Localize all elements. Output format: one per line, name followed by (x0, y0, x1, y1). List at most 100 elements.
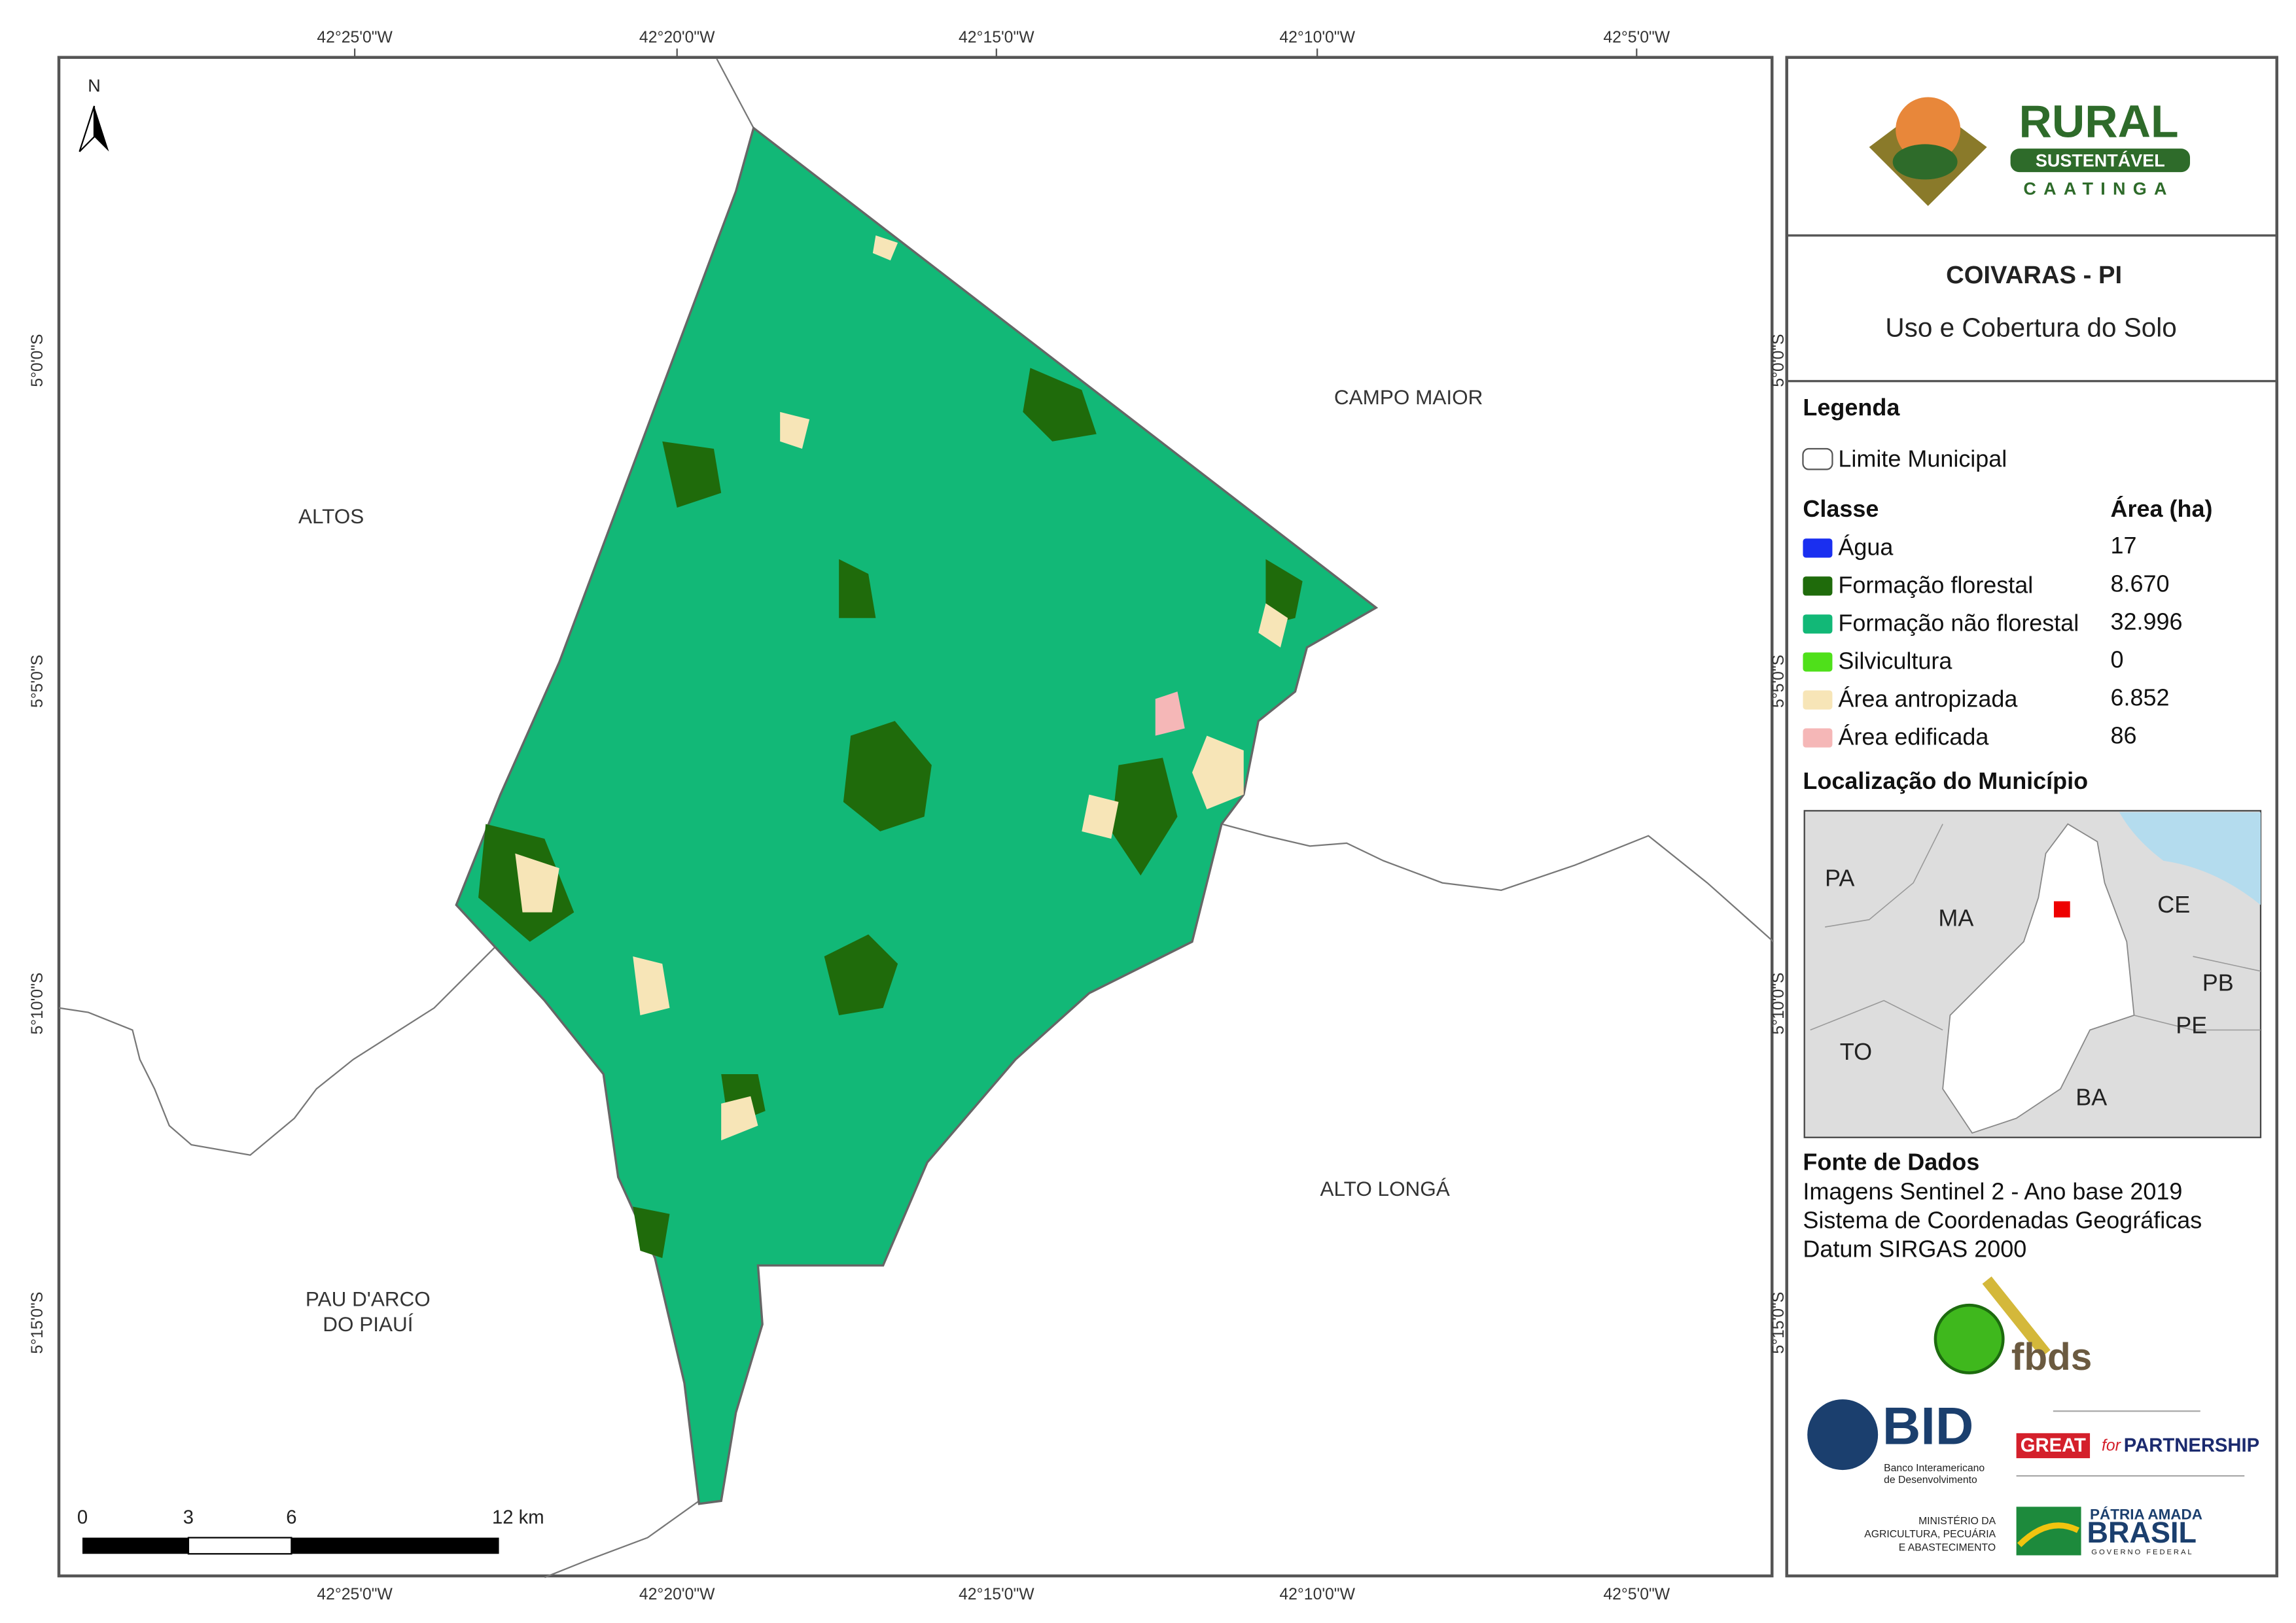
place-label: ALTOS (298, 504, 364, 528)
legend-swatch (1803, 614, 1833, 634)
lon-label: 42°20'0"W (639, 29, 715, 46)
lat-label: 5°15'0"S (1770, 1292, 1788, 1354)
area-header: Área (ha) (2111, 495, 2213, 522)
ministry-line: MINISTÉRIO DA (1918, 1514, 1996, 1527)
great-partnership: PARTNERSHIP (2124, 1435, 2259, 1456)
lat-label: 5°10'0"S (1770, 973, 1788, 1035)
lon-label: 42°5'0"W (1603, 29, 1670, 46)
inset-labels: PA MA CE PB PE TO BA (1825, 865, 2234, 1111)
legend-swatch (1803, 690, 1833, 710)
governo-text: GOVERNO FEDERAL (2091, 1548, 2193, 1556)
logo-sun (1896, 97, 1961, 162)
source-line: Datum SIRGAS 2000 (1803, 1235, 2026, 1262)
logo-ribbon: SUSTENTÁVEL (2036, 150, 2165, 171)
state-label: MA (1938, 904, 1973, 931)
location-heading: Localização do Município (1803, 767, 2088, 794)
north-arrow: N (79, 76, 109, 152)
anthropic-patches (515, 235, 1288, 1141)
legend-area: 86 (2111, 722, 2137, 748)
north-label: N (88, 76, 101, 96)
legend-area: 8.670 (2111, 570, 2170, 597)
neighbour-boundaries (58, 58, 1775, 1579)
inset-map: PA MA CE PB PE TO BA (1803, 810, 2262, 1138)
scale-seg (82, 1537, 188, 1554)
fbds-logo: fbds (1934, 1276, 2092, 1378)
scale-label: 6 (286, 1507, 296, 1528)
legend-swatch (1803, 652, 1833, 672)
lon-label: 42°15'0"W (959, 29, 1034, 46)
legend-class: Formação não florestal (1838, 610, 2079, 637)
bid-text: BID (1882, 1397, 1973, 1456)
logo-sub: CAATINGA (2023, 179, 2174, 198)
legend-swatch (1803, 538, 1833, 558)
logo-name: RURAL (2019, 96, 2179, 147)
patch (780, 411, 810, 449)
lon-label: 42°25'0"W (317, 29, 393, 46)
patria-text: PÁTRIA AMADA (2090, 1507, 2202, 1523)
state-label: PA (1825, 865, 1854, 892)
scale-label: 3 (183, 1507, 194, 1528)
brasil-flag (2016, 1507, 2081, 1556)
legend-heading: Legenda (1803, 394, 1900, 421)
scale-label: 0 (77, 1507, 88, 1528)
patch (633, 956, 670, 1016)
north-arrow-right (94, 105, 109, 152)
scale-label: 12 km (492, 1507, 544, 1528)
scale-bar (82, 1537, 499, 1555)
ministry-line: AGRICULTURA, PECUÁRIA (1864, 1527, 1996, 1540)
place-label: DO PIAUÍ (323, 1312, 413, 1336)
patch (1082, 794, 1119, 839)
state-line (1810, 1000, 1943, 1031)
municipality-marker (2052, 899, 2072, 919)
logo-tree (1892, 144, 1958, 180)
scale-seg (187, 1537, 292, 1555)
patch (872, 235, 898, 261)
state-label: PE (2176, 1012, 2207, 1039)
great-logo: GREAT for PARTNERSHIP (2016, 1410, 2259, 1477)
patch (839, 559, 876, 618)
bid-globe (1807, 1399, 1879, 1471)
state-label: PB (2202, 969, 2234, 996)
patch (1192, 735, 1244, 810)
logo-ribbon-bg (2010, 148, 2191, 173)
place-label: CAMPO MAIOR (1334, 385, 1483, 409)
state-line (2134, 1015, 2261, 1031)
brasil-text: BRASIL (2087, 1516, 2197, 1549)
patch (1258, 603, 1288, 648)
boundary-label: Limite Municipal (1838, 445, 2007, 472)
great-text: GREAT (2021, 1435, 2086, 1456)
scale-seg (291, 1537, 499, 1554)
boundary (544, 1500, 700, 1579)
bid-sub: Banco Interamericano (1884, 1463, 1985, 1474)
source-lines: Imagens Sentinel 2 - Ano base 2019Sistem… (1803, 1178, 2202, 1263)
patch (662, 441, 722, 508)
lat-label: 5°0'0"S (1770, 334, 1788, 387)
patch (721, 1096, 758, 1141)
panel-title: COIVARAS - PI (1946, 261, 2122, 289)
legend-area: 6.852 (2111, 684, 2170, 710)
patch (515, 853, 559, 913)
panel-subtitle: Uso e Cobertura do Solo (1885, 313, 2176, 343)
bid-sub: de Desenvolvimento (1884, 1475, 1977, 1486)
boundary-swatch (1802, 447, 1833, 470)
patch (1111, 758, 1178, 876)
state-line (1825, 824, 1943, 928)
source-line: Imagens Sentinel 2 - Ano base 2019 (1803, 1178, 2182, 1205)
urban-area (1155, 691, 1185, 736)
bid-logo: BID Banco Interamericano de Desenvolvime… (1807, 1397, 1985, 1486)
piaui (1942, 823, 2135, 1134)
lat-label: 5°5'0"S (1770, 655, 1788, 708)
legend-class: Formação florestal (1838, 572, 2033, 599)
great-for: for (2102, 1437, 2122, 1455)
patch (633, 1206, 670, 1259)
north-arrow-left (79, 105, 96, 152)
state-lines (1810, 824, 2261, 1031)
lon-label: 42°20'0"W (639, 1586, 715, 1603)
legend-class: Água (1838, 533, 1893, 560)
fbds-text: fbds (2011, 1336, 2092, 1378)
source-heading: Fonte de Dados (1803, 1149, 1979, 1176)
legend-class: Silvicultura (1838, 648, 1952, 674)
legend-swatch (1803, 576, 1833, 596)
patch (824, 934, 898, 1016)
